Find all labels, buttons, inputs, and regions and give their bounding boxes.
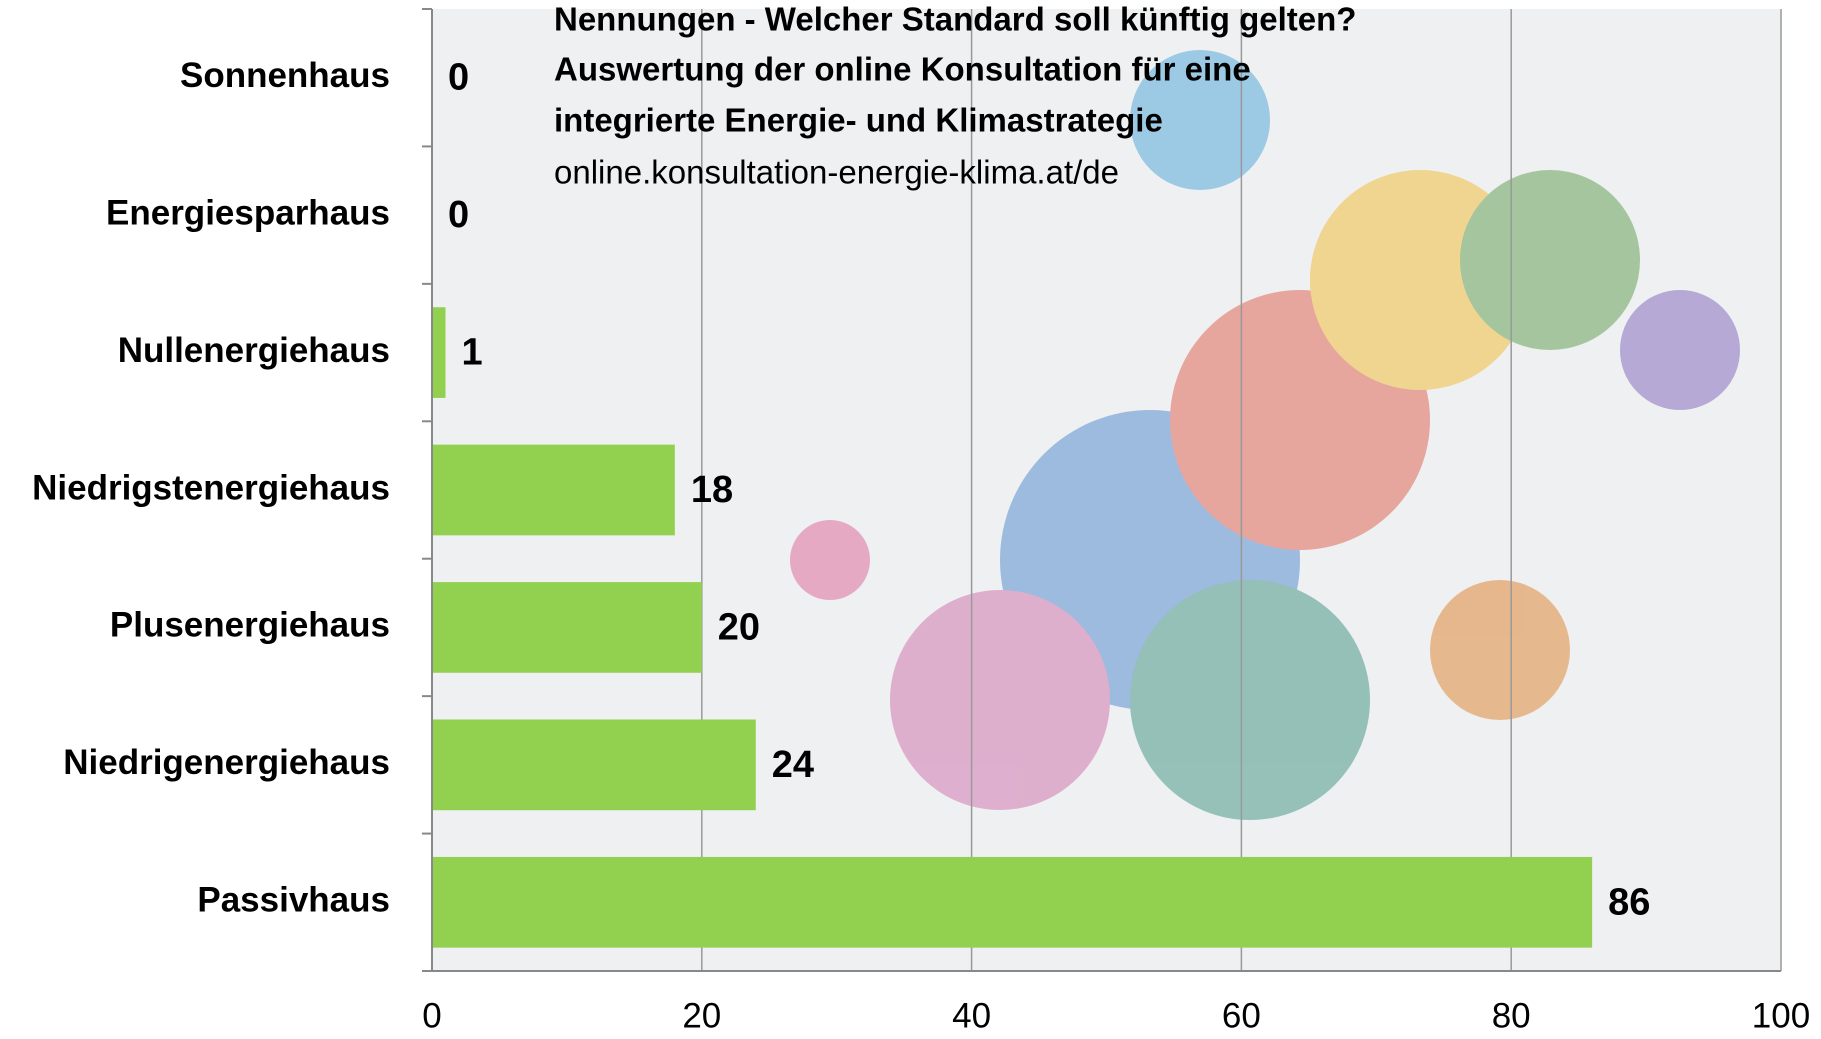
- value-label: 1: [461, 332, 482, 374]
- value-label: 0: [448, 57, 469, 99]
- x-tick-label: 0: [422, 996, 441, 1035]
- x-tick-label: 80: [1492, 996, 1531, 1035]
- value-label: 18: [691, 469, 733, 511]
- title-line: integrierte Energie- und Klimastrategie: [554, 102, 1163, 139]
- bar: [432, 857, 1592, 948]
- y-tick-label: Passivhaus: [197, 881, 390, 920]
- y-tick-label: Plusenergiehaus: [110, 606, 390, 645]
- value-label: 24: [772, 744, 814, 786]
- value-label: 0: [448, 194, 469, 236]
- bar: [432, 445, 675, 536]
- y-tick-label: Energiesparhaus: [106, 193, 390, 232]
- y-tick-label: Niedrigenergiehaus: [63, 743, 390, 782]
- y-tick-label: Nullenergiehaus: [118, 331, 390, 370]
- title-line: Nennungen - Welcher Standard soll künfti…: [554, 1, 1356, 38]
- value-label: 20: [718, 606, 760, 648]
- x-tick-label: 20: [682, 996, 721, 1035]
- x-tick-label: 40: [952, 996, 991, 1035]
- y-tick-label: Sonnenhaus: [180, 56, 390, 95]
- x-tick-label: 100: [1752, 996, 1810, 1035]
- bar: [432, 307, 445, 398]
- bar: [432, 720, 756, 811]
- value-label: 86: [1608, 881, 1650, 923]
- title-line: Auswertung der online Konsultation für e…: [554, 51, 1251, 88]
- bar: [432, 582, 702, 673]
- chart: Nennungen - Welcher Standard soll künfti…: [0, 0, 1821, 1039]
- x-tick-label: 60: [1222, 996, 1261, 1035]
- y-tick-label: Niedrigstenergiehaus: [32, 468, 390, 507]
- source: online.konsultation-energie-klima.at/de: [554, 154, 1119, 191]
